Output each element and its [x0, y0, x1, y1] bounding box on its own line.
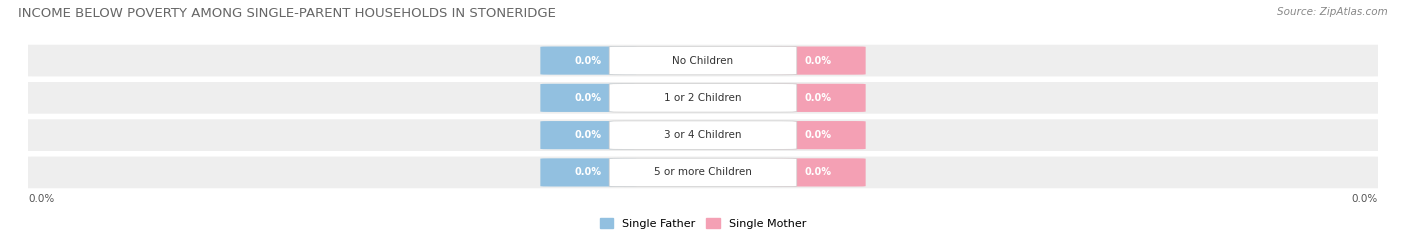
Text: 0.0%: 0.0% [1351, 194, 1378, 204]
Text: 0.0%: 0.0% [575, 93, 602, 103]
FancyBboxPatch shape [770, 47, 866, 75]
Text: 0.0%: 0.0% [28, 194, 55, 204]
FancyBboxPatch shape [540, 84, 636, 112]
Text: INCOME BELOW POVERTY AMONG SINGLE-PARENT HOUSEHOLDS IN STONERIDGE: INCOME BELOW POVERTY AMONG SINGLE-PARENT… [18, 7, 557, 20]
FancyBboxPatch shape [770, 121, 866, 149]
Text: 3 or 4 Children: 3 or 4 Children [664, 130, 742, 140]
FancyBboxPatch shape [770, 158, 866, 186]
FancyBboxPatch shape [609, 121, 797, 149]
Text: 0.0%: 0.0% [804, 168, 831, 177]
FancyBboxPatch shape [14, 157, 1392, 188]
FancyBboxPatch shape [14, 45, 1392, 76]
Text: 0.0%: 0.0% [575, 168, 602, 177]
FancyBboxPatch shape [609, 158, 797, 187]
Legend: Single Father, Single Mother: Single Father, Single Mother [596, 214, 810, 233]
FancyBboxPatch shape [14, 82, 1392, 114]
Text: 0.0%: 0.0% [575, 130, 602, 140]
FancyBboxPatch shape [540, 158, 636, 186]
FancyBboxPatch shape [540, 121, 636, 149]
FancyBboxPatch shape [609, 84, 797, 112]
Text: 0.0%: 0.0% [804, 130, 831, 140]
Text: 0.0%: 0.0% [575, 56, 602, 65]
FancyBboxPatch shape [609, 46, 797, 75]
Text: 5 or more Children: 5 or more Children [654, 168, 752, 177]
FancyBboxPatch shape [14, 119, 1392, 151]
Text: 0.0%: 0.0% [804, 56, 831, 65]
Text: Source: ZipAtlas.com: Source: ZipAtlas.com [1277, 7, 1388, 17]
FancyBboxPatch shape [540, 47, 636, 75]
FancyBboxPatch shape [770, 84, 866, 112]
Text: 1 or 2 Children: 1 or 2 Children [664, 93, 742, 103]
Text: 0.0%: 0.0% [804, 93, 831, 103]
Text: No Children: No Children [672, 56, 734, 65]
